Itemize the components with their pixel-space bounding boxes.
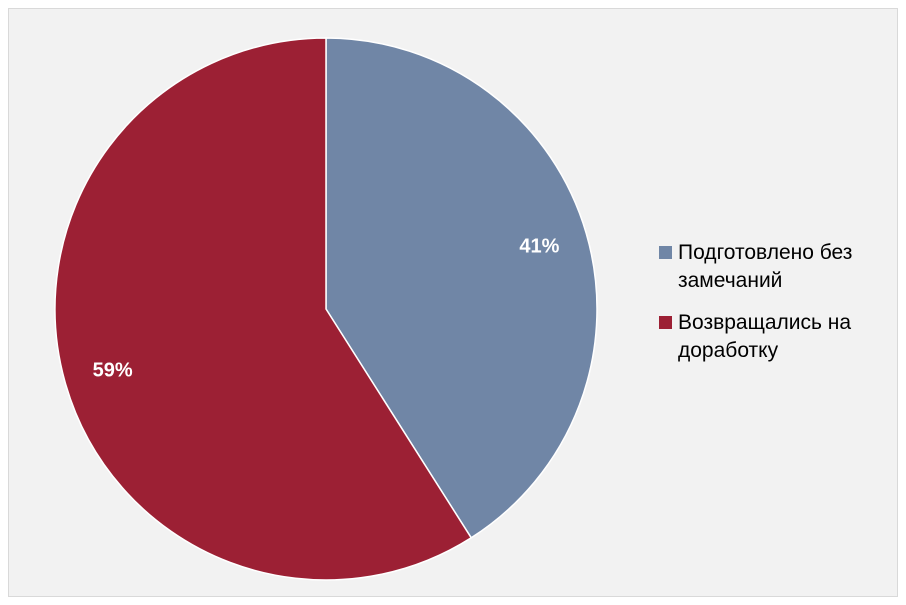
- slice-without-remarks: [325, 37, 598, 539]
- data-label-returned-for-rework: 59%: [93, 359, 133, 381]
- pie-chart: 41% 59%: [54, 37, 598, 581]
- legend-item-returned-for-rework: Возвращались на доработку: [659, 309, 894, 365]
- legend: Подготовлено без замечаний Возвращались …: [659, 239, 894, 379]
- legend-label-returned-for-rework: Возвращались на доработку: [678, 311, 852, 362]
- chart-area: 41% 59% Подготовлено без замечаний Возвра…: [8, 8, 898, 597]
- slice-returned-for-rework: [54, 37, 473, 581]
- legend-swatch-returned-for-rework: [659, 316, 672, 329]
- legend-item-without-remarks: Подготовлено без замечаний: [659, 239, 894, 295]
- legend-swatch-without-remarks: [659, 246, 672, 259]
- data-label-without-remarks: 41%: [519, 235, 559, 257]
- legend-label-without-remarks: Подготовлено без замечаний: [678, 241, 853, 292]
